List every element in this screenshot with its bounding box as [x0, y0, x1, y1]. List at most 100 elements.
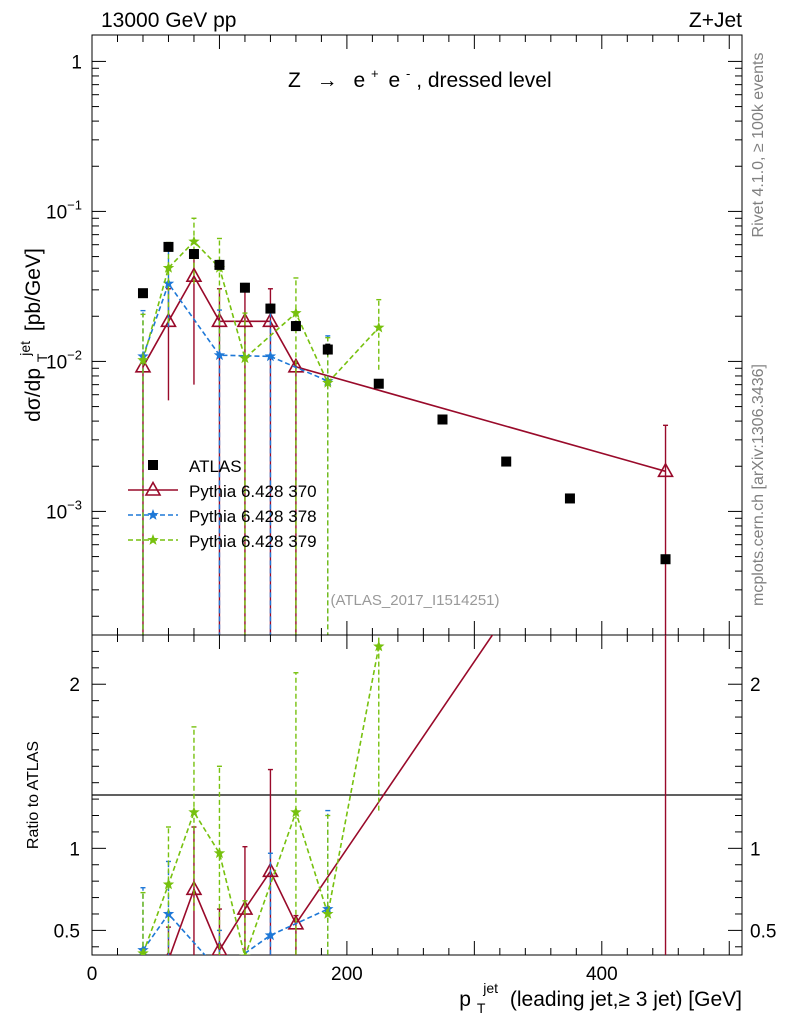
y-axis-label: dσ/dp T jet [pb/GeV]	[12, 248, 52, 422]
main-panel: 110−110−210−3	[46, 34, 743, 636]
series-line	[169, 635, 494, 955]
analysis-reference: (ATLAS_2017_I1514251)	[330, 592, 499, 609]
data-point	[437, 414, 448, 425]
data-point	[236, 312, 254, 328]
data-point	[214, 259, 225, 270]
y-tick-mantissa: 10	[46, 352, 67, 373]
data-point	[137, 288, 148, 299]
ratio-tick-label-right: 1	[750, 839, 761, 860]
legend-label: ATLAS	[189, 457, 242, 476]
data-point	[239, 352, 251, 364]
data-point	[564, 493, 575, 504]
plot-title: Z → e + e - , dressed level	[288, 60, 552, 92]
data-point	[211, 940, 228, 955]
y-tick-label: 10−2	[46, 347, 82, 373]
ratio-tick-label-right: 2	[750, 675, 761, 696]
x-label-sup: jet	[482, 980, 498, 996]
series-atlas	[137, 241, 671, 565]
legend-entry: Pythia 6.428 370	[128, 480, 317, 501]
data-point	[657, 462, 674, 478]
title-minus-sup: -	[406, 66, 410, 81]
y-tick-label: 10−3	[46, 497, 82, 523]
ratio-axis-label: Ratio to ATLAS	[25, 741, 42, 849]
ratio-ticks	[91, 635, 742, 955]
ratio-tick-label-left: 2	[69, 675, 80, 696]
mcplots-label: mcplots.cern.ch [arXiv:1306.3436]	[750, 364, 767, 606]
data-point	[659, 373, 673, 386]
x-axis-label: p T jet (leading jet,≥ 3 jet) [GeV]	[459, 975, 742, 1018]
y-tick-exponent: −2	[67, 347, 82, 362]
energy-label: 13000 GeV pp	[101, 9, 236, 32]
legend-entry: Pythia 6.428 378	[128, 507, 317, 526]
data-point	[290, 307, 302, 318]
data-point	[373, 378, 384, 389]
y-tick-mantissa: 10	[46, 202, 67, 223]
legend-label: Pythia 6.428 379	[189, 532, 317, 551]
x-tick-label: 0	[87, 964, 98, 985]
series-line	[142, 274, 666, 473]
data-point	[213, 847, 226, 859]
y-label-sub: T	[34, 353, 50, 362]
y-label-main: dσ/dp	[22, 368, 45, 422]
title-suffix: , dressed level	[416, 69, 551, 92]
x-label-p: p	[459, 988, 471, 1011]
data-point	[265, 303, 276, 314]
series-line	[142, 240, 380, 385]
data-point	[322, 908, 334, 919]
data-point	[162, 878, 175, 890]
legend-entry: ATLAS	[148, 457, 242, 476]
title-lepton-plus: e	[354, 69, 366, 92]
main-ticks	[91, 35, 742, 635]
data-point	[290, 806, 302, 818]
x-tick-label: 400	[586, 964, 618, 985]
ratio-data	[137, 373, 673, 976]
series-pythia-6-428-378	[137, 248, 334, 635]
rivet-label: Rivet 4.1.0, ≥ 100k events	[750, 53, 767, 238]
legend-marker	[148, 460, 158, 470]
data-point	[239, 282, 250, 293]
data-point	[262, 312, 279, 328]
x-label-rest: (leading jet,≥ 3 jet) [GeV]	[510, 988, 742, 1011]
series-pythia-6-428-379	[137, 635, 385, 955]
data-point	[501, 456, 512, 467]
data-point	[214, 965, 226, 976]
data-point	[322, 376, 334, 388]
data-point	[213, 349, 226, 361]
title-arrow: →	[317, 69, 338, 92]
series-pythia-6-428-370	[140, 373, 673, 955]
data-point	[239, 950, 251, 955]
y-tick-label: 1	[71, 52, 82, 73]
data-point	[188, 249, 199, 260]
title-lepton-minus: e	[388, 69, 400, 92]
main-tick-labels: 110−110−210−3	[46, 52, 82, 523]
data-point	[188, 235, 200, 247]
ratio-tick-label-left: 0.5	[54, 921, 80, 942]
process-label: Z+Jet	[689, 9, 742, 32]
ratio-tick-label-left: 1	[69, 839, 80, 860]
y-tick-mantissa: 10	[46, 502, 67, 523]
legend-marker	[147, 509, 159, 520]
data-point	[211, 312, 228, 328]
data-point	[322, 344, 333, 355]
series-line	[142, 281, 329, 382]
ratio-tick-label-right: 0.5	[750, 921, 776, 942]
y-tick-label: 10−1	[46, 197, 82, 223]
legend-label: Pythia 6.428 378	[189, 507, 317, 526]
y-tick-exponent: −3	[67, 497, 82, 512]
data-point	[188, 806, 200, 818]
ratio-tick-labels: 0 200 400 2 1 0.5 2 1 0.5	[54, 675, 777, 985]
series-line	[142, 646, 380, 955]
data-point	[137, 354, 149, 365]
ratio-panel: 0 200 400 2 1 0.5 2 1 0.5	[54, 373, 777, 985]
y-tick-exponent: −1	[67, 197, 82, 212]
main-data	[134, 217, 674, 635]
data-point	[137, 947, 149, 955]
data-point	[162, 908, 175, 919]
y-label-unit: [pb/GeV]	[22, 248, 45, 331]
data-point	[163, 241, 174, 252]
data-point	[373, 321, 385, 333]
legend: ATLAS Pythia 6.428 370 Pythia 6.428 378 Pyt…	[128, 457, 317, 551]
title-plus-sup: +	[371, 66, 379, 81]
data-point	[373, 640, 385, 652]
